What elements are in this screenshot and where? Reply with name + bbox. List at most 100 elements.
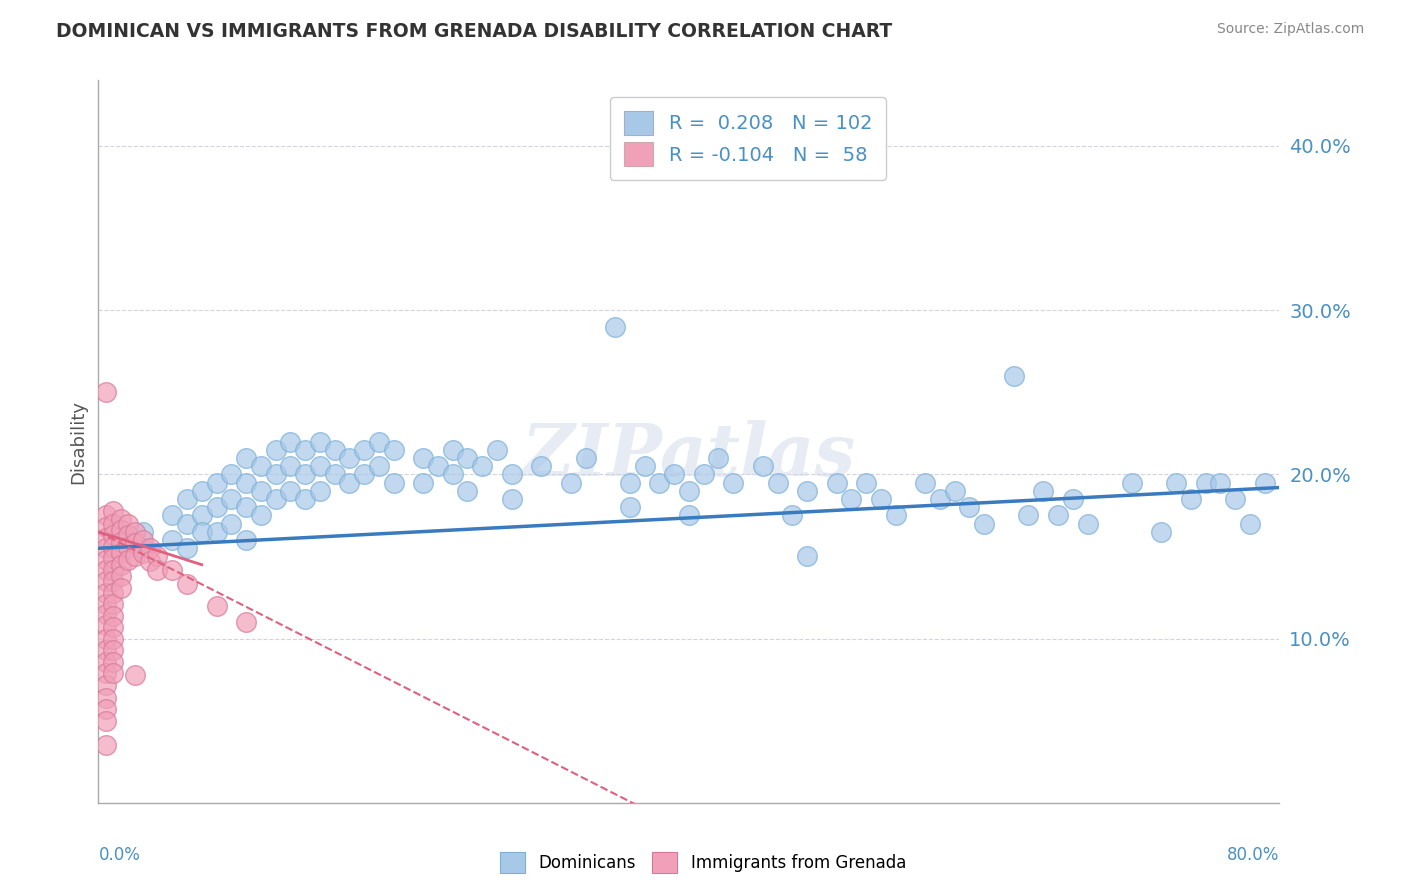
Point <box>110 581 132 595</box>
Point <box>309 483 332 498</box>
Legend: R =  0.208   N = 102, R = -0.104   N =  58: R = 0.208 N = 102, R = -0.104 N = 58 <box>610 97 886 179</box>
Point <box>124 549 146 564</box>
Point <box>132 541 155 556</box>
Point <box>103 643 125 657</box>
Point <box>766 475 789 490</box>
Point <box>264 491 287 506</box>
Point <box>339 475 361 490</box>
Point <box>368 434 391 449</box>
Point <box>382 442 405 457</box>
Point <box>94 607 117 621</box>
Point <box>264 442 287 457</box>
Point <box>1254 475 1277 490</box>
Point <box>176 491 198 506</box>
Point <box>294 442 316 457</box>
Point <box>205 500 228 515</box>
Point <box>94 666 117 681</box>
Point <box>664 467 686 482</box>
Point <box>94 508 117 523</box>
Point <box>323 442 346 457</box>
Point <box>412 475 434 490</box>
Point <box>235 475 257 490</box>
Point <box>382 475 405 490</box>
Text: Source: ZipAtlas.com: Source: ZipAtlas.com <box>1216 22 1364 37</box>
Point <box>94 385 117 400</box>
Point <box>1239 516 1261 531</box>
Point <box>94 553 117 567</box>
Point <box>412 450 434 465</box>
Point <box>501 491 523 506</box>
Point <box>103 608 125 623</box>
Point <box>1180 491 1202 506</box>
Point <box>205 599 228 613</box>
Point <box>855 475 877 490</box>
Point <box>264 467 287 482</box>
Point <box>441 467 464 482</box>
Point <box>103 551 125 566</box>
Point <box>110 569 132 583</box>
Point <box>309 434 332 449</box>
Text: 0.0%: 0.0% <box>98 847 141 864</box>
Point <box>1225 491 1247 506</box>
Point <box>94 655 117 669</box>
Point <box>560 475 582 490</box>
Point <box>235 615 257 630</box>
Point <box>110 558 132 572</box>
Point <box>94 739 117 753</box>
Point <box>841 491 863 506</box>
Point <box>1032 483 1054 498</box>
Point <box>280 483 302 498</box>
Point <box>103 597 125 611</box>
Point <box>132 546 155 560</box>
Point <box>280 434 302 449</box>
Point <box>471 459 494 474</box>
Point <box>103 528 125 542</box>
Point <box>1077 516 1099 531</box>
Point <box>94 677 117 691</box>
Point <box>1002 368 1025 383</box>
Point <box>441 442 464 457</box>
Point <box>103 655 125 669</box>
Point <box>103 516 125 531</box>
Point <box>94 532 117 546</box>
Point <box>176 577 198 591</box>
Point <box>94 618 117 632</box>
Point <box>94 597 117 611</box>
Point <box>124 667 146 681</box>
Point <box>530 459 553 474</box>
Point <box>1018 508 1040 523</box>
Point <box>884 508 907 523</box>
Point <box>575 450 598 465</box>
Point <box>353 467 375 482</box>
Point <box>103 585 125 599</box>
Point <box>486 442 509 457</box>
Point <box>110 534 132 549</box>
Point <box>221 467 243 482</box>
Text: ZIPatlas: ZIPatlas <box>522 420 856 491</box>
Point <box>634 459 657 474</box>
Point <box>103 620 125 634</box>
Point <box>1150 524 1173 539</box>
Point <box>1195 475 1218 490</box>
Point <box>94 563 117 577</box>
Point <box>162 508 183 523</box>
Point <box>501 467 523 482</box>
Point <box>117 553 139 567</box>
Point <box>124 536 146 550</box>
Point <box>103 563 125 577</box>
Point <box>294 491 316 506</box>
Point <box>693 467 716 482</box>
Point <box>339 450 361 465</box>
Point <box>250 483 273 498</box>
Point <box>280 459 302 474</box>
Point <box>1121 475 1143 490</box>
Point <box>235 533 257 547</box>
Point <box>782 508 804 523</box>
Point <box>678 483 700 498</box>
Point <box>250 459 273 474</box>
Point <box>94 690 117 705</box>
Point <box>117 540 139 554</box>
Point <box>648 475 671 490</box>
Point <box>205 524 228 539</box>
Point <box>707 450 730 465</box>
